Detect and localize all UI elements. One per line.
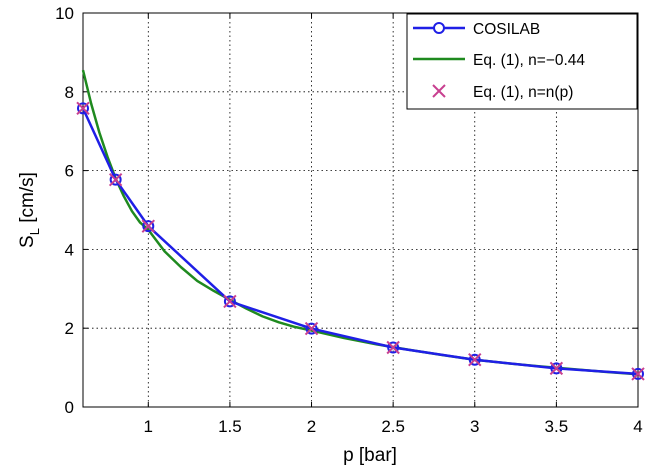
series-0-point xyxy=(550,362,563,375)
legend-marker-eq1-n-p xyxy=(432,84,446,98)
y-tick-label: 8 xyxy=(65,83,74,102)
x-tick-label: 3.5 xyxy=(545,417,569,436)
series-2-point xyxy=(223,294,237,309)
series-2-point xyxy=(141,219,156,233)
x-tick-label: 1 xyxy=(144,417,153,436)
x-tick-label: 4 xyxy=(633,417,642,436)
y-axis-label-subscript: L xyxy=(27,228,42,235)
x-tick-label: 1.5 xyxy=(218,417,242,436)
series-2-point xyxy=(631,367,645,381)
series-2-point xyxy=(76,101,90,116)
y-tick-label: 2 xyxy=(65,319,74,338)
legend-box xyxy=(406,13,638,110)
y-tick-label: 4 xyxy=(65,240,74,259)
y-axis-label-unit: [cm/s] xyxy=(17,172,38,228)
x-tick-label: 3 xyxy=(470,417,479,436)
y-tick-label: 0 xyxy=(65,398,74,417)
axis-ticks: 1 1.5 2 2.5 3 3.5 4 0 2 4 6 8 10 xyxy=(55,4,643,436)
x-tick-label: 2.5 xyxy=(381,417,405,436)
series-0-point xyxy=(387,341,400,354)
series-0-point xyxy=(632,367,644,380)
series-0-point xyxy=(142,220,155,233)
series-2-point xyxy=(108,172,123,187)
series-2-point xyxy=(304,321,319,336)
legend-item-cosilab: COSILAB xyxy=(413,21,540,38)
legend-item-eq1-n-044: Eq. (1), n=−0.44 xyxy=(413,52,585,69)
series-0-point xyxy=(223,295,236,308)
series-0-point xyxy=(305,322,318,335)
y-axis-label-main: S xyxy=(17,235,38,248)
y-tick-label: 6 xyxy=(65,162,74,181)
y-axis-label: SL [cm/s] xyxy=(17,172,42,248)
x-axis-label: p [bar] xyxy=(343,445,397,466)
series-2-point xyxy=(468,353,482,367)
x-tick-label: 2 xyxy=(307,417,316,436)
y-tick-label: 10 xyxy=(55,4,74,23)
legend-item-eq1-n-p: Eq. (1), n=n(p) xyxy=(432,84,573,101)
legend: COSILAB Eq. (1), n=−0.44 Eq. (1), n=n(p) xyxy=(406,13,638,110)
plot-frame xyxy=(82,12,639,408)
series-0-point xyxy=(468,353,481,366)
legend-label-eq1-n-p: Eq. (1), n=n(p) xyxy=(473,84,573,101)
series-2-point xyxy=(386,340,400,355)
legend-label-eq1-n-044: Eq. (1), n=−0.44 xyxy=(473,52,585,69)
series-2-point xyxy=(549,361,564,376)
legend-label-cosilab: COSILAB xyxy=(473,21,540,38)
series-0-point xyxy=(109,173,122,186)
legend-marker-cosilab xyxy=(433,22,445,34)
series-layer xyxy=(76,69,645,381)
series-0-point xyxy=(77,102,89,115)
